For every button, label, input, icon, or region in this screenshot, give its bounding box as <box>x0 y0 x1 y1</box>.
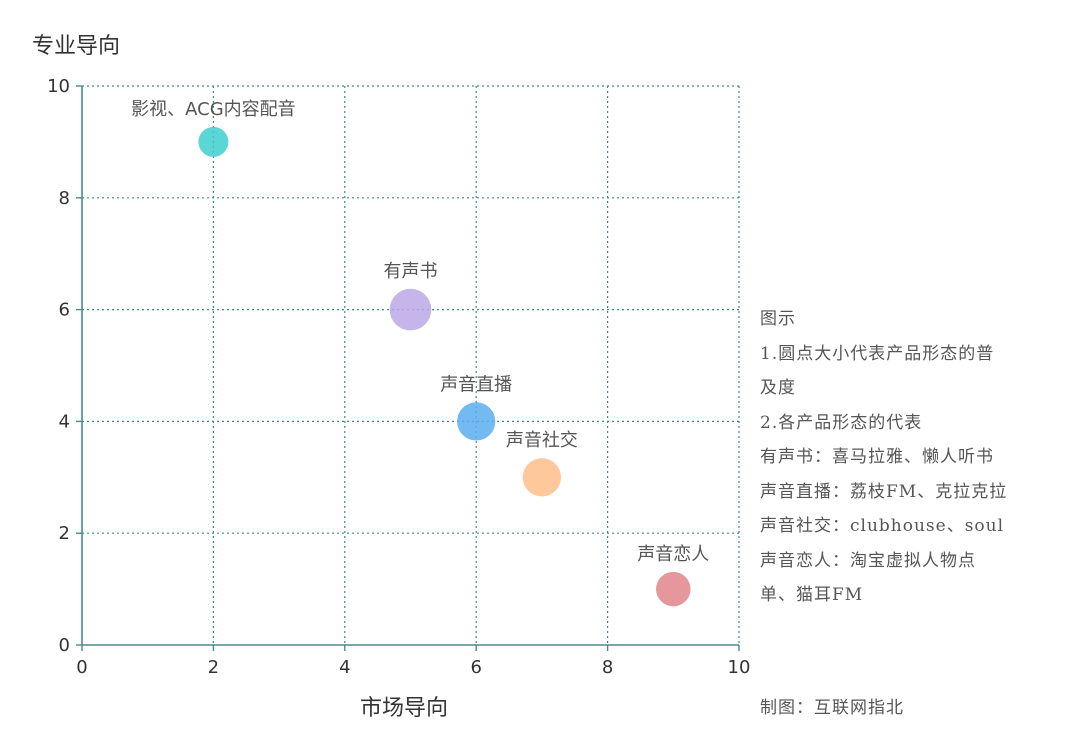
bubble-label: 有声书 <box>384 261 438 282</box>
bubble-point <box>656 571 691 607</box>
bubble-point <box>198 126 229 157</box>
legend-line: 声音直播：荔枝FM、克拉克拉 <box>760 481 1008 502</box>
legend-line: 声音社交：clubhouse、soul <box>760 516 1005 536</box>
bubble-label: 声音社交 <box>506 430 578 451</box>
y-tick-label: 2 <box>59 523 70 544</box>
legend-line: 声音恋人：淘宝虚拟人物点 <box>760 550 976 571</box>
legend-line: 有声书：喜马拉雅、懒人听书 <box>760 447 994 467</box>
x-tick-label: 2 <box>208 657 219 678</box>
x-tick-label: 6 <box>470 657 481 678</box>
x-tick-label: 10 <box>728 657 751 678</box>
y-tick-label: 10 <box>47 76 70 97</box>
bubble-point <box>457 402 496 441</box>
legend-line: 1.圆点大小代表产品形态的普 <box>760 343 995 364</box>
credit-text: 制图：互联网指北 <box>760 698 904 718</box>
bubble-label: 声音直播 <box>440 374 512 395</box>
legend-line: 单、猫耳FM <box>760 585 864 605</box>
x-tick-label: 8 <box>602 657 613 678</box>
legend-line: 2.各产品形态的代表 <box>760 412 923 433</box>
bubble-label: 声音恋人 <box>637 543 709 565</box>
y-axis-title: 专业导向 <box>32 34 121 59</box>
y-tick-label: 6 <box>59 300 70 321</box>
bubble-label: 影视、ACG内容配音 <box>131 99 296 120</box>
bubble-point <box>389 288 432 331</box>
legend-box: 图示 1.圆点大小代表产品形态的普 及度 2.各产品形态的代表 有声书：喜马拉雅… <box>760 302 1060 613</box>
y-tick-label: 4 <box>59 411 70 432</box>
x-tick-label: 0 <box>76 657 87 678</box>
bubble-point <box>522 458 562 497</box>
legend-line: 及度 <box>760 378 796 398</box>
y-tick-label: 0 <box>59 635 70 656</box>
x-tick-label: 4 <box>339 657 350 678</box>
x-axis-title: 市场导向 <box>360 696 449 721</box>
y-tick-label: 8 <box>59 188 70 209</box>
legend-title: 图示 <box>760 309 796 329</box>
